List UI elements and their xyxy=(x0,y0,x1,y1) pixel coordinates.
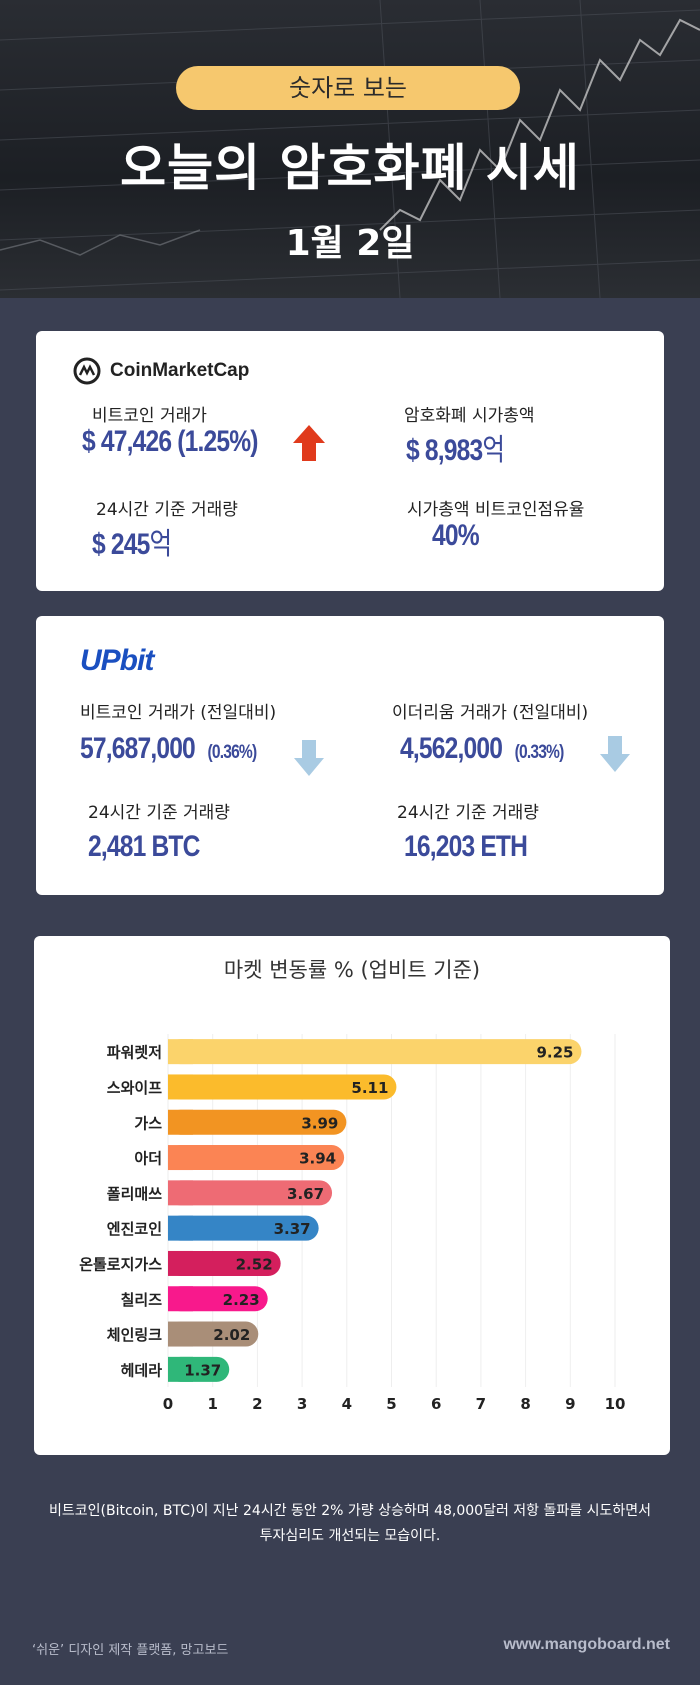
footnote: 비트코인(Bitcoin, BTC)이 지난 24시간 동안 2% 가량 상승하… xyxy=(20,1499,680,1549)
upbit-btc-change: (0.36%) xyxy=(207,742,258,763)
bar xyxy=(168,1250,281,1276)
volume-value: $ 245억 xyxy=(92,519,172,563)
x-tick-label: 3 xyxy=(297,1395,307,1413)
category-label: 파워렛저 xyxy=(107,1044,162,1062)
bar xyxy=(168,1180,333,1206)
footnote-line-1: 비트코인(Bitcoin, BTC)이 지난 24시간 동안 2% 가량 상승하… xyxy=(49,1503,651,1519)
bar-left-edge xyxy=(168,1250,193,1276)
upbit-eth-value: 4,562,000 (0.33%) xyxy=(400,732,565,766)
data-label: 2.52 xyxy=(236,1255,273,1273)
bar xyxy=(168,1145,345,1171)
x-tick-label: 7 xyxy=(476,1395,486,1413)
footnote-line-2: 투자심리도 개선되는 모습이다. xyxy=(259,1528,441,1544)
market-cap: $ 8,983 xyxy=(406,434,483,467)
coinmarketcap-icon xyxy=(73,357,101,385)
category-label: 엔진코인 xyxy=(107,1220,162,1238)
btc-price-label: 비트코인 거래가 xyxy=(92,406,207,426)
data-label: 3.67 xyxy=(287,1185,324,1203)
bar xyxy=(168,1215,319,1241)
category-label: 가스 xyxy=(134,1114,162,1132)
category-label: 스와이프 xyxy=(107,1079,162,1097)
category-label: 칠리즈 xyxy=(121,1291,163,1309)
volume-label: 24시간 기준 거래량 xyxy=(96,500,238,520)
market-cap-value: $ 8,983억 xyxy=(406,425,505,469)
upbit-eth-label: 이더리움 거래가 (전일대비) xyxy=(392,703,589,723)
x-tick-label: 1 xyxy=(207,1395,217,1413)
data-label: 2.02 xyxy=(213,1326,250,1344)
x-tick-label: 2 xyxy=(252,1395,262,1413)
bar-left-edge xyxy=(168,1180,193,1206)
data-label: 9.25 xyxy=(536,1044,573,1062)
data-label: 3.99 xyxy=(301,1114,338,1132)
data-label: 3.94 xyxy=(299,1150,336,1168)
x-tick-label: 8 xyxy=(520,1395,530,1413)
bar-left-edge xyxy=(168,1109,193,1135)
category-label: 체인링크 xyxy=(107,1326,162,1344)
category-label: 아더 xyxy=(134,1150,162,1168)
coinmarketcap-logo: CoinMarketCap xyxy=(72,356,249,386)
btc-change: (1.25%) xyxy=(177,425,258,458)
bar-left-edge xyxy=(168,1145,193,1171)
hero-pill-label: 숫자로 보는 xyxy=(176,66,520,110)
arrow-up-icon xyxy=(293,425,325,461)
upbit-btc-value: 57,687,000 (0.36%) xyxy=(80,732,258,766)
bar-left-edge xyxy=(168,1321,193,1347)
upbit-card: UPbit 비트코인 거래가 (전일대비) 57,687,000 (0.36%)… xyxy=(36,616,664,895)
data-label: 2.23 xyxy=(223,1291,260,1309)
x-tick-label: 9 xyxy=(565,1395,575,1413)
market-cap-unit: 억 xyxy=(482,433,505,468)
data-label: 1.37 xyxy=(184,1361,221,1379)
x-tick-label: 10 xyxy=(605,1395,626,1413)
bar xyxy=(168,1039,582,1065)
x-tick-label: 6 xyxy=(431,1395,441,1413)
page-title: 오늘의 암호화폐 시세 xyxy=(120,139,580,197)
market-change-chart-card: 마켓 변동률 % (업비트 기준) 0 1 2 3 4 5 6 7 8 9 10 파워렛저 9.25 스와… xyxy=(34,936,670,1455)
dominance-label: 시가총액 비트코인점유율 xyxy=(407,500,585,520)
stock-chart-background xyxy=(0,0,700,298)
arrow-down-icon xyxy=(600,736,630,772)
chart-title: 마켓 변동률 % (업비트 기준) xyxy=(223,958,481,982)
dominance-value: 40% xyxy=(432,519,480,552)
bar xyxy=(168,1109,347,1135)
category-label: 폴리매쓰 xyxy=(107,1185,162,1203)
bar xyxy=(168,1074,397,1100)
bar-left-edge xyxy=(168,1074,193,1100)
bar-left-edge xyxy=(168,1286,193,1312)
x-tick-label: 5 xyxy=(386,1395,396,1413)
category-label: 헤데라 xyxy=(121,1361,163,1379)
x-tick-label: 4 xyxy=(342,1395,352,1413)
bar-left-edge xyxy=(168,1039,193,1065)
coinmarketcap-logo-text: CoinMarketCap xyxy=(110,360,250,381)
data-label: 5.11 xyxy=(351,1079,388,1097)
volume: $ 245 xyxy=(92,528,150,561)
upbit-btc-volume: 2,481 BTC xyxy=(88,830,200,863)
upbit-btc-label: 비트코인 거래가 (전일대비) xyxy=(80,703,277,723)
arrow-down-icon xyxy=(294,740,324,776)
upbit-eth-volume: 16,203 ETH xyxy=(404,830,528,863)
btc-price-value: $ 47,426 (1.25%) xyxy=(82,425,258,459)
footer-url[interactable]: www.mangoboard.net xyxy=(503,1636,670,1653)
btc-price: $ 47,426 xyxy=(82,425,172,458)
bar-left-edge xyxy=(168,1215,193,1241)
x-tick-label: 0 xyxy=(163,1395,173,1413)
data-label: 3.37 xyxy=(274,1220,311,1238)
bar-chart: 0 1 2 3 4 5 6 7 8 9 10 파워렛저 9.25 스와이프 5.11 가스 3.99 아더 3.94… xyxy=(79,1034,626,1413)
upbit-logo: UPbit xyxy=(80,644,154,677)
upbit-eth-price: 4,562,000 xyxy=(400,732,503,765)
hero-banner: 숫자로 보는 오늘의 암호화폐 시세 1월 2일 xyxy=(0,0,700,298)
footer-credit: ‘쉬운’ 디자인 제작 플랫폼, 망고보드 xyxy=(32,1643,229,1658)
market-cap-label: 암호화폐 시가총액 xyxy=(404,406,535,426)
upbit-btc-price: 57,687,000 xyxy=(80,732,196,765)
volume-unit: 억 xyxy=(149,527,172,562)
page-date: 1월 2일 xyxy=(285,223,415,264)
upbit-eth-volume-label: 24시간 기준 거래량 xyxy=(397,803,539,823)
upbit-eth-change: (0.33%) xyxy=(514,742,565,763)
category-label: 온톨로지가스 xyxy=(79,1255,162,1273)
bar-left-edge xyxy=(168,1356,193,1382)
upbit-btc-volume-label: 24시간 기준 거래량 xyxy=(88,803,230,823)
coinmarketcap-card: CoinMarketCap 비트코인 거래가 $ 47,426 (1.25%) … xyxy=(36,331,664,591)
